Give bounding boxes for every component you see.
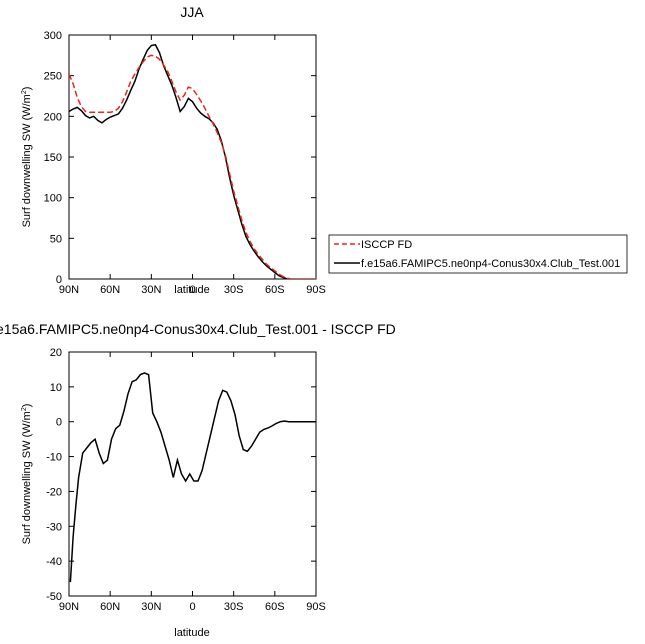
top-y-tick-label: 250: [44, 71, 62, 83]
top-y-tick-label: 150: [44, 152, 62, 164]
top-x-tick-label: 0: [189, 284, 195, 296]
top-y-tick-label: 300: [44, 30, 62, 42]
top-x-tick-label: 60S: [265, 284, 285, 296]
top-chart-title: JJA: [180, 4, 204, 20]
top-series-line-model: [69, 43, 292, 279]
top-x-tick-label: 30N: [141, 284, 161, 296]
bottom-y-tick-label: -20: [46, 486, 62, 498]
bottom-x-tick-label: 60S: [265, 601, 285, 613]
legend-label-model: f.e15a6.FAMIPC5.ne0np4-Conus30x4.Club_Te…: [361, 258, 620, 270]
top-x-tick-label: 90N: [59, 284, 79, 296]
top-series-line-isccp: [69, 54, 316, 279]
bottom-panel: f.e15a6.FAMIPC5.ne0np4-Conus30x4.Club_Te…: [0, 321, 396, 639]
top-panel: JJA 90N 60N 30N 0 30S 60S 90S 0 50 100 150 200 250 30…: [21, 4, 326, 296]
bottom-y-axis-label-close: ): [21, 404, 33, 408]
top-x-axis-label: latitude: [174, 284, 209, 296]
bottom-plot-area: 90N 60N 30N 0 30S 60S 90S -50 -40 -30 -20 -10 0 10 20: [46, 347, 326, 613]
top-x-tick-label: 60N: [100, 284, 120, 296]
bottom-x-tick-label: 90S: [306, 601, 326, 613]
bottom-y-tick-label: -10: [46, 452, 62, 464]
top-y-tick-label: 0: [56, 274, 62, 286]
bottom-y-tick-label: 10: [50, 382, 62, 394]
top-x-tick-label: 90S: [306, 284, 326, 296]
top-x-tick-label: 30S: [224, 284, 244, 296]
bottom-y-axis-label-main: Surf downwelling SW (W/m: [21, 411, 33, 544]
bottom-x-tick-label: 30S: [224, 601, 244, 613]
legend-label-isccp: ISCCP FD: [361, 239, 412, 251]
top-y-tick-label: 50: [50, 233, 62, 245]
bottom-plot-frame: [68, 351, 317, 597]
bottom-x-tick-label: 0: [189, 601, 195, 613]
legend-box: [328, 234, 628, 274]
bottom-y-axis-label-superscript: 2: [21, 407, 28, 411]
bottom-y-tick-label: -30: [46, 521, 62, 533]
legend: ISCCP FD f.e15a6.FAMIPC5.ne0np4-Conus30x…: [328, 234, 628, 274]
bottom-y-tick-label: -40: [46, 556, 62, 568]
bottom-series-line-difference: [69, 372, 316, 583]
top-plot-frame: [68, 34, 317, 280]
bottom-y-tick-label: 0: [56, 417, 62, 429]
bottom-x-axis-label: latitude: [174, 627, 209, 639]
top-y-axis-label-superscript: 2: [21, 90, 28, 94]
bottom-y-axis-label: Surf downwelling SW (W/m2): [21, 404, 33, 545]
top-y-axis-label: Surf downwelling SW (W/m2): [21, 87, 33, 228]
bottom-x-tick-label: 60N: [100, 601, 120, 613]
top-y-axis-label-close: ): [21, 87, 33, 91]
top-y-axis-label-main: Surf downwelling SW (W/m: [21, 94, 33, 227]
bottom-x-tick-label: 90N: [59, 601, 79, 613]
bottom-chart-title: f.e15a6.FAMIPC5.ne0np4-Conus30x4.Club_Te…: [0, 321, 396, 337]
top-y-tick-label: 200: [44, 111, 62, 123]
bottom-y-tick-label: 20: [50, 347, 62, 359]
top-plot-area: 90N 60N 30N 0 30S 60S 90S 0 50 100 150 200 250 300: [44, 30, 326, 296]
top-y-tick-label: 100: [44, 193, 62, 205]
bottom-x-tick-label: 30N: [141, 601, 161, 613]
bottom-y-tick-label: -50: [46, 591, 62, 603]
